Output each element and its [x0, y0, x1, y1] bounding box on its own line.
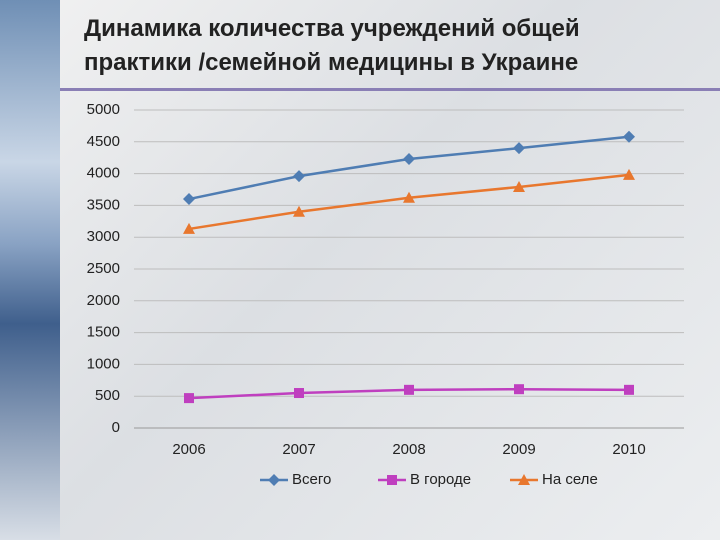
y-tick-label: 500	[95, 387, 120, 404]
y-tick-label: 5000	[87, 101, 120, 118]
data-point	[294, 388, 304, 399]
data-point	[514, 384, 524, 395]
x-tick-label: 2008	[392, 441, 425, 458]
legend-label: Всего	[292, 471, 331, 488]
data-point	[623, 168, 635, 180]
x-tick-label: 2007	[282, 441, 315, 458]
data-point	[513, 180, 525, 192]
legend-marker	[387, 475, 397, 485]
y-tick-label: 1500	[87, 324, 120, 341]
data-point	[183, 222, 195, 234]
data-point	[183, 193, 195, 206]
y-tick-label: 3500	[87, 196, 120, 213]
chart-title: Динамика количества учреждений общей пра…	[84, 15, 580, 76]
data-point	[513, 142, 525, 155]
y-tick-label: 3000	[87, 228, 120, 245]
data-point	[623, 130, 635, 143]
data-point	[404, 384, 414, 395]
data-point	[184, 393, 194, 404]
y-tick-label: 2500	[87, 260, 120, 277]
y-tick-label: 4000	[87, 165, 120, 182]
data-point	[403, 152, 415, 165]
title-rule	[60, 88, 720, 91]
x-tick-label: 2006	[172, 441, 205, 458]
y-tick-label: 2000	[87, 292, 120, 309]
legend-marker	[518, 474, 530, 485]
legend-marker	[268, 474, 280, 486]
side-photo	[0, 0, 60, 540]
y-tick-label: 1000	[87, 355, 120, 372]
data-point	[293, 205, 305, 217]
legend-label: В городе	[410, 471, 471, 488]
legend-label: На селе	[542, 471, 598, 488]
series-line	[188, 135, 630, 201]
y-tick-label: 0	[112, 419, 120, 436]
data-point	[624, 384, 634, 395]
y-tick-label: 4500	[87, 133, 120, 150]
data-point	[293, 170, 305, 183]
data-point	[403, 191, 415, 203]
x-tick-label: 2009	[502, 441, 535, 458]
x-tick-label: 2010	[612, 441, 645, 458]
